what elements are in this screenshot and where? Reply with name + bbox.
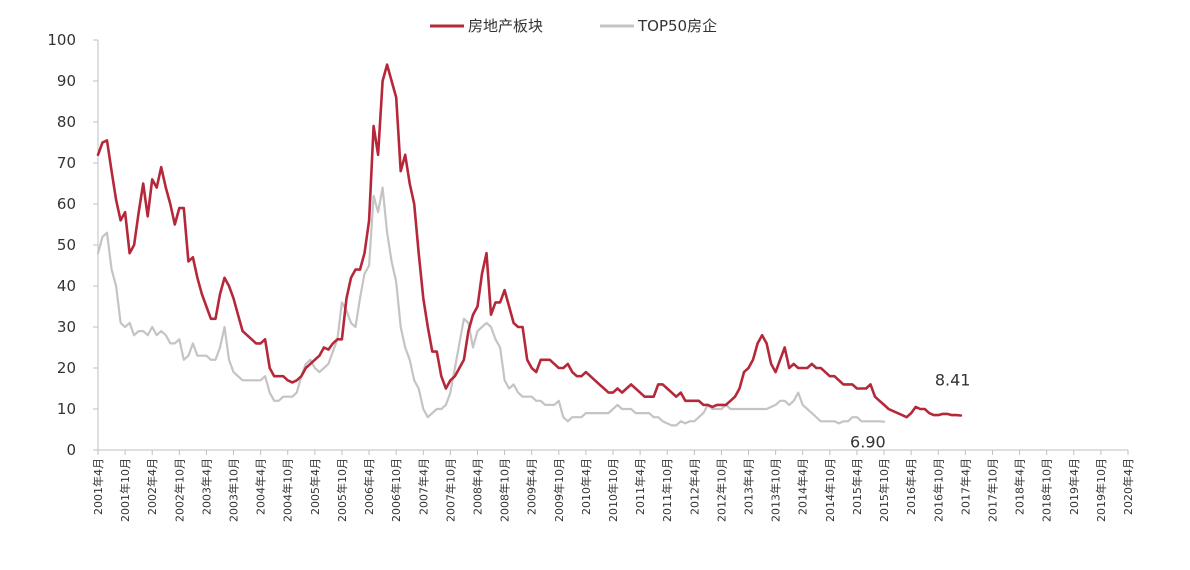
y-tick-label: 0 bbox=[66, 441, 76, 459]
x-tick-label: 2017年4月 bbox=[958, 458, 972, 515]
x-tick-label: 2003年4月 bbox=[199, 458, 213, 515]
series-line-TOP50房企 bbox=[96, 186, 886, 427]
x-tick-label: 2004年4月 bbox=[254, 458, 268, 515]
x-tick-label: 2001年10月 bbox=[118, 458, 132, 522]
end-value-label: 8.41 bbox=[935, 371, 971, 390]
x-tick-label: 2015年4月 bbox=[850, 458, 864, 515]
x-tick-label: 2008年4月 bbox=[470, 458, 484, 515]
x-tick-label: 2002年10月 bbox=[172, 458, 186, 522]
x-tick-label: 2017年10月 bbox=[985, 458, 999, 522]
series-line-房地产板块 bbox=[96, 63, 963, 419]
x-tick-label: 2016年4月 bbox=[904, 458, 918, 515]
x-tick-label: 2016年10月 bbox=[931, 458, 945, 522]
x-tick-label: 2004年10月 bbox=[281, 458, 295, 522]
x-tick-label: 2019年10月 bbox=[1094, 458, 1108, 522]
series-layer bbox=[96, 63, 963, 427]
legend-label: TOP50房企 bbox=[637, 17, 717, 35]
legend-label: 房地产板块 bbox=[468, 17, 543, 35]
x-tick-label: 2006年10月 bbox=[389, 458, 403, 522]
x-axis: 2001年4月 2001年10月 2002年4月 2002年10月 2003年4月 200… bbox=[91, 449, 1135, 522]
x-tick-label: 2011年10月 bbox=[660, 458, 674, 522]
x-tick-label: 2005年10月 bbox=[335, 458, 349, 522]
x-tick-label: 2002年4月 bbox=[145, 458, 159, 515]
x-tick-label: 2012年10月 bbox=[714, 458, 728, 522]
x-tick-label: 2015年10月 bbox=[877, 458, 891, 522]
x-tick-label: 2019年4月 bbox=[1067, 458, 1081, 515]
x-tick-label: 2018年10月 bbox=[1040, 458, 1054, 522]
legend: 房地产板块 TOP50房企 bbox=[430, 17, 717, 35]
y-tick-label: 100 bbox=[47, 31, 76, 49]
y-axis: 0 10 20 30 40 50 60 70 80 90 100 bbox=[47, 31, 99, 459]
y-tick-label: 10 bbox=[57, 400, 76, 418]
x-tick-label: 2008年10月 bbox=[498, 458, 512, 522]
y-tick-label: 30 bbox=[57, 318, 76, 336]
x-tick-label: 2005年4月 bbox=[308, 458, 322, 515]
x-tick-label: 2010年10月 bbox=[606, 458, 620, 522]
x-tick-label: 2007年4月 bbox=[416, 458, 430, 515]
y-tick-label: 80 bbox=[57, 113, 76, 131]
y-tick-label: 70 bbox=[57, 154, 76, 172]
x-tick-label: 2014年4月 bbox=[796, 458, 810, 515]
y-tick-label: 40 bbox=[57, 277, 76, 295]
x-tick-label: 2013年4月 bbox=[742, 458, 756, 515]
x-tick-label: 2009年10月 bbox=[552, 458, 566, 522]
x-tick-label: 2009年4月 bbox=[525, 458, 539, 515]
y-tick-label: 50 bbox=[57, 236, 76, 254]
x-tick-label: 2007年10月 bbox=[443, 458, 457, 522]
x-tick-label: 2014年10月 bbox=[823, 458, 837, 522]
y-tick-label: 60 bbox=[57, 195, 76, 213]
x-tick-label: 2018年4月 bbox=[1013, 458, 1027, 515]
y-tick-label: 90 bbox=[57, 72, 76, 90]
x-tick-label: 2003年10月 bbox=[227, 458, 241, 522]
x-tick-label: 2012年4月 bbox=[687, 458, 701, 515]
x-tick-label: 2010年4月 bbox=[579, 458, 593, 515]
x-tick-label: 2011年4月 bbox=[633, 458, 647, 515]
x-tick-label: 2013年10月 bbox=[769, 458, 783, 522]
annotation-layer: 8.41 6.90 bbox=[850, 371, 970, 452]
x-tick-label: 2020年4月 bbox=[1121, 458, 1135, 515]
end-value-label: 6.90 bbox=[850, 433, 886, 452]
y-tick-label: 20 bbox=[57, 359, 76, 377]
x-tick-label: 2006年4月 bbox=[362, 458, 376, 515]
x-tick-label: 2001年4月 bbox=[91, 458, 105, 515]
